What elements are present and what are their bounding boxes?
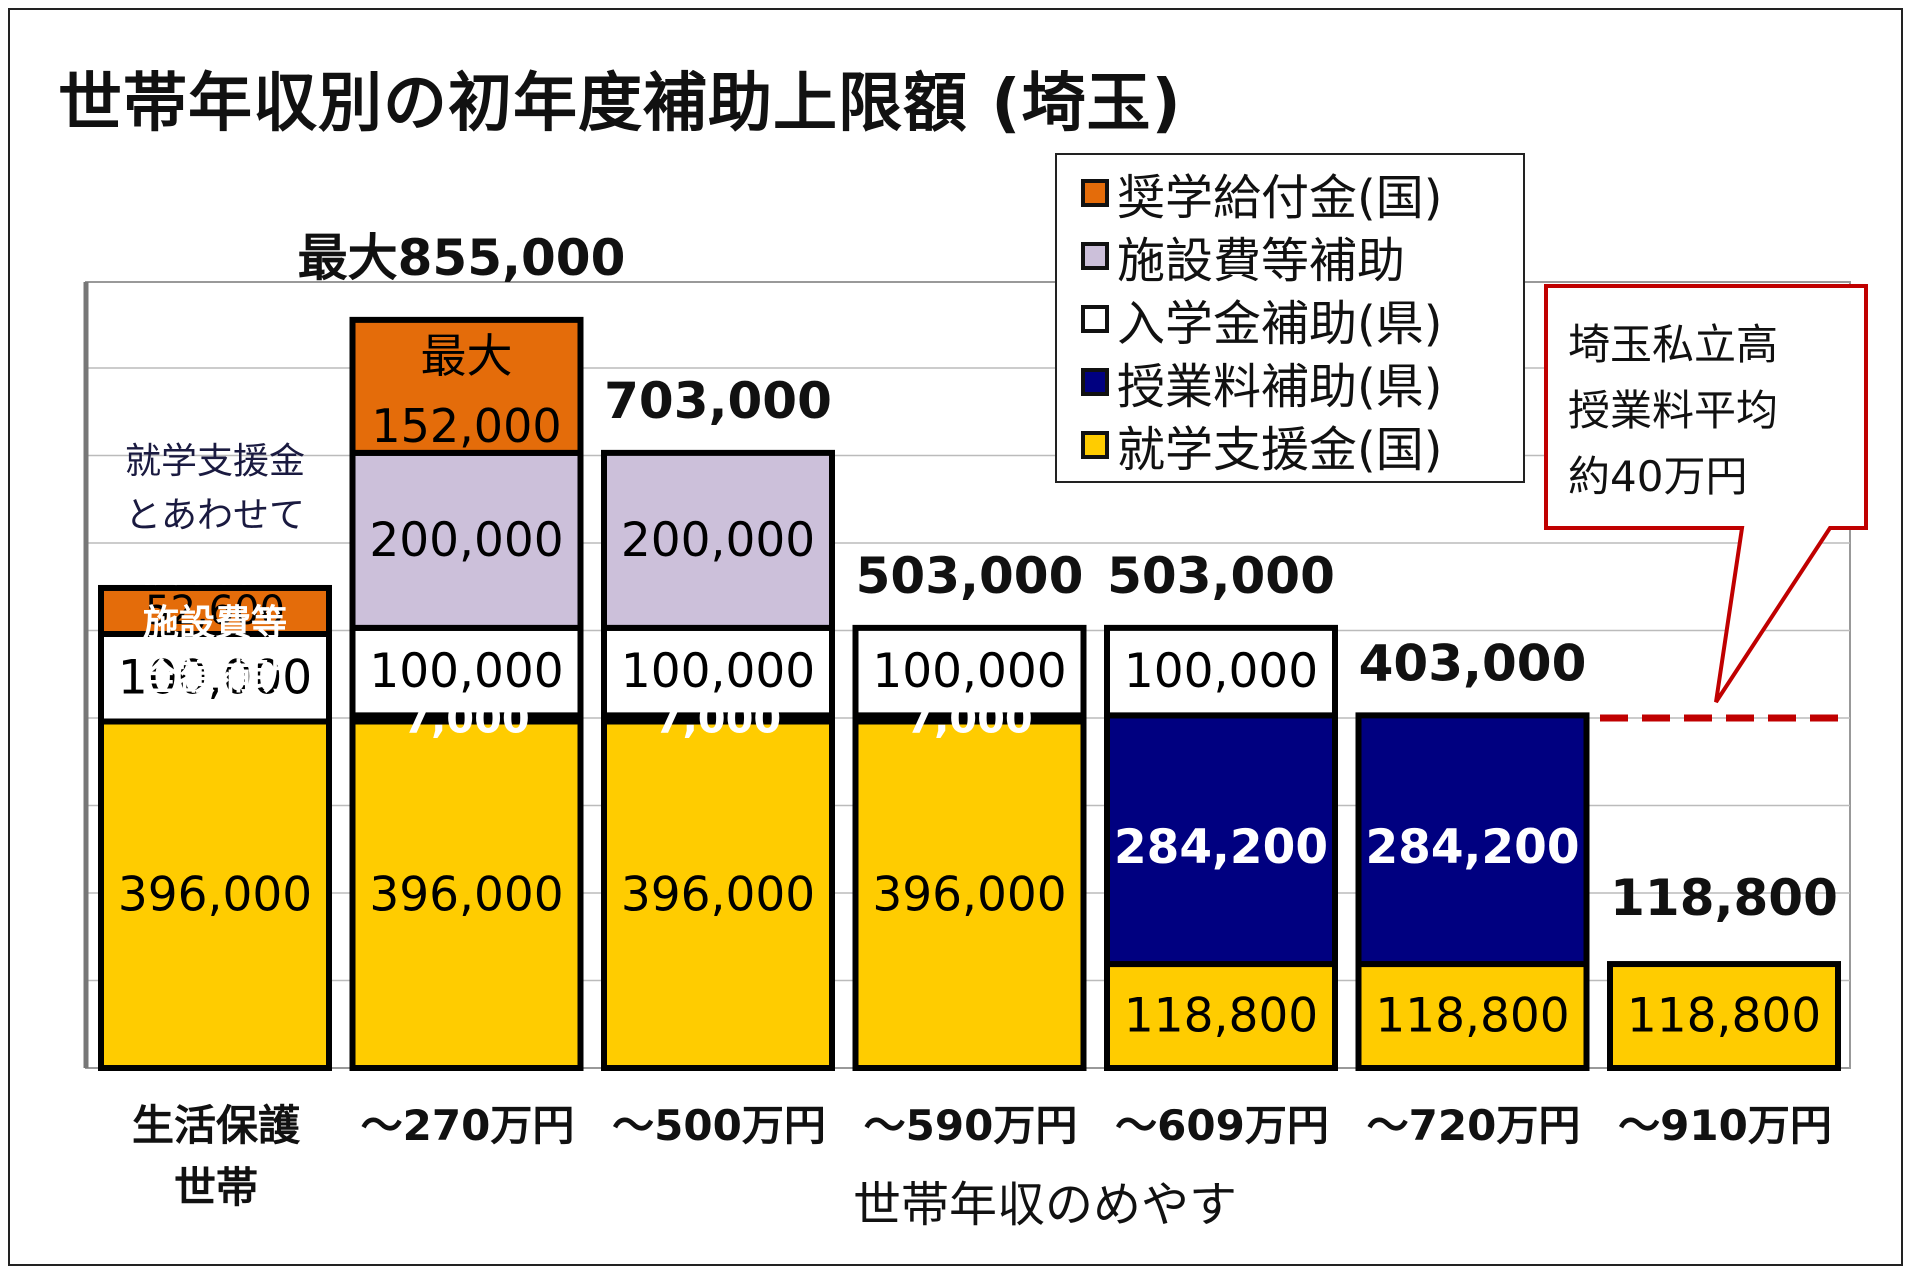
bar-segment-scholarship <box>98 584 332 637</box>
data-label: 最大 <box>421 329 513 383</box>
x-tick-label: ～609万円 <box>1107 1095 1337 1157</box>
legend-item-support: 就学支援金(国) <box>1081 413 1523 478</box>
x-tick-label: ～270万円 <box>353 1095 583 1157</box>
legend-label-admission: 入学金補助(県) <box>1117 295 1443 352</box>
legend-label-scholarship: 奨学給付金(国) <box>1117 169 1443 226</box>
data-label: 396,000 <box>621 867 815 922</box>
x-tick-label: ～720万円 <box>1359 1095 1589 1157</box>
total-label: 503,000 <box>1107 547 1335 605</box>
data-label: 7,000 <box>906 696 1033 742</box>
data-label: 200,000 <box>369 513 563 568</box>
x-tick-line: ～720万円 <box>1366 1101 1581 1150</box>
note-line: とあわせて <box>124 495 305 536</box>
x-tick-label: ～590万円 <box>856 1095 1086 1157</box>
data-label: 152,000 <box>371 399 561 453</box>
x-tick-label: ～500万円 <box>604 1095 834 1157</box>
x-tick-line: ～910万円 <box>1618 1101 1832 1150</box>
callout-line: 埼玉私立高 <box>1568 320 1779 369</box>
x-tick-line: 世帯 <box>173 1163 258 1212</box>
legend-item-tuition: 授業料補助(県) <box>1081 350 1523 415</box>
legend-swatch-admission <box>1081 304 1109 333</box>
legend-label-tuition: 授業料補助(県) <box>1117 358 1443 415</box>
data-label: 100,000 <box>621 644 815 699</box>
data-label: 118,800 <box>1375 989 1569 1044</box>
chart-title: 世帯年収別の初年度補助上限額 (埼玉) <box>58 67 1182 141</box>
full-coverage-note: 就学支援金 とあわせて 授業料・ 施設費等 全額補助 <box>100 435 330 705</box>
note-line: 授業料・ <box>142 549 287 590</box>
chart-frame <box>8 8 1903 1266</box>
legend-swatch-facility <box>1081 241 1109 270</box>
legend-swatch-support <box>1081 430 1109 459</box>
x-tick-line: 生活保護 <box>131 1101 300 1150</box>
data-label: 100,000 <box>872 644 1066 699</box>
bar-segment-admission <box>349 624 584 719</box>
data-label: 284,200 <box>1365 820 1579 875</box>
bar-segment-scholarship <box>349 316 584 456</box>
legend-item-facility: 施設費等補助 <box>1081 224 1523 289</box>
bar-segment-tuition <box>1355 712 1590 968</box>
callout-line: 授業料平均 <box>1568 386 1779 435</box>
bar-segment-admission <box>1104 624 1338 719</box>
data-label: 396,000 <box>118 867 312 922</box>
legend-item-admission: 入学金補助(県) <box>1081 287 1523 352</box>
bar-segment-support <box>349 718 584 1071</box>
data-label: 100,000 <box>369 644 563 699</box>
bar-segment-support <box>1104 961 1338 1071</box>
bar-segment-facility <box>601 449 835 631</box>
data-label: 396,000 <box>872 867 1066 922</box>
legend-label-support: 就学支援金(国) <box>1117 421 1443 478</box>
bar-segment-admission <box>98 631 332 725</box>
x-tick-line: ～590万円 <box>863 1101 1078 1150</box>
data-label: 118,800 <box>1124 989 1318 1044</box>
x-tick-line: ～609万円 <box>1115 1101 1329 1150</box>
data-label: 396,000 <box>369 867 563 922</box>
bar-segment-tuition <box>1104 712 1338 968</box>
total-label: 118,800 <box>1610 869 1838 927</box>
x-tick-line: ～270万円 <box>360 1101 575 1150</box>
total-label: 403,000 <box>1359 634 1587 692</box>
legend-label-facility: 施設費等補助 <box>1117 232 1406 289</box>
note-line: 就学支援金 <box>124 441 305 482</box>
x-tick-label: 生活保護 世帯 <box>101 1095 331 1219</box>
data-label: 284,200 <box>1114 820 1328 875</box>
total-label: 最大855,000 <box>298 229 626 287</box>
data-label: 7,000 <box>403 696 530 742</box>
note-line: 全額補助 <box>142 657 287 698</box>
chart-legend: 奨学給付金(国) 施設費等補助 入学金補助(県) 授業料補助(県) 就学支援金(… <box>1055 153 1525 483</box>
legend-swatch-scholarship <box>1081 178 1109 207</box>
total-label: 703,000 <box>604 372 832 430</box>
data-label: 100,000 <box>118 650 312 705</box>
data-label: 200,000 <box>621 513 815 568</box>
total-label: 503,000 <box>856 547 1084 605</box>
data-label: 118,800 <box>1627 989 1821 1044</box>
bar-segment-support <box>1355 961 1590 1071</box>
bar-segment-support <box>601 718 835 1071</box>
note-line: 施設費等 <box>142 603 287 644</box>
x-tick-line: ～500万円 <box>612 1101 826 1150</box>
bar-segment-admission <box>852 624 1087 719</box>
callout-text: 埼玉私立高 授業料平均 約40万円 <box>1568 312 1778 510</box>
x-tick-label: ～910万円 <box>1610 1095 1840 1157</box>
callout-box <box>1544 284 1868 704</box>
data-label: 100,000 <box>1124 644 1318 699</box>
bar-segment-support <box>1607 961 1841 1071</box>
legend-item-scholarship: 奨学給付金(国) <box>1081 161 1523 226</box>
data-label: 7,000 <box>655 696 782 742</box>
callout-line: 約40万円 <box>1568 452 1748 501</box>
legend-swatch-tuition <box>1081 367 1109 396</box>
data-label: 52,600 <box>145 588 285 634</box>
x-axis-title: 世帯年収のめやす <box>852 1177 1237 1233</box>
